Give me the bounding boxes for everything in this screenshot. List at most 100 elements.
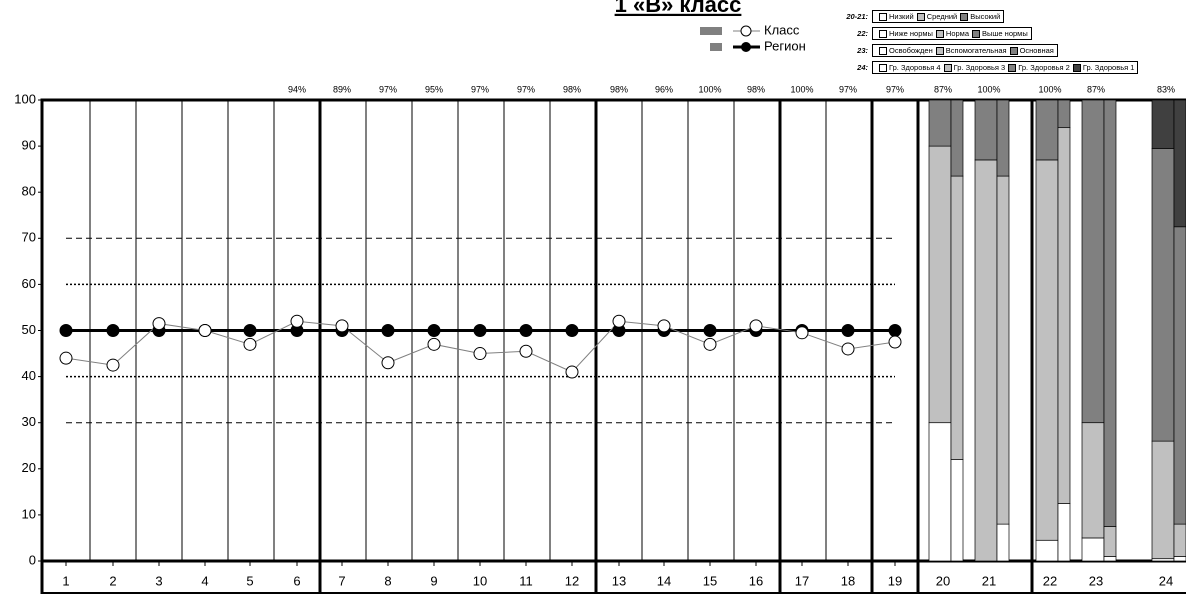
point — [888, 335, 902, 349]
legend-swatch — [879, 12, 887, 21]
legend-label: Высокий — [970, 12, 1001, 21]
point — [565, 365, 579, 379]
bar-segment — [950, 175, 964, 460]
top-label: 96% — [655, 84, 673, 94]
chart-title: 1 «В» класс — [615, 0, 742, 17]
point — [703, 324, 717, 337]
x-tick-label: 2 — [109, 573, 116, 588]
x-tick-label: 18 — [841, 573, 855, 588]
x-tick-label: 11 — [519, 573, 533, 588]
point — [519, 324, 533, 337]
top-label: 100% — [790, 84, 813, 94]
legend-row-label: 24: — [857, 63, 868, 72]
point — [290, 314, 304, 328]
legend-swatch — [1009, 46, 1018, 55]
x-tick-label: 1 — [62, 573, 69, 588]
top-label: 89% — [333, 84, 351, 94]
y-tick-label: 90 — [22, 138, 36, 153]
bar-segment — [928, 145, 952, 424]
legend-label: Ниже нормы — [889, 29, 933, 38]
legend-swatch — [700, 27, 722, 35]
y-tick-label: 10 — [22, 506, 36, 521]
top-label: 94% — [288, 84, 306, 94]
x-tick-label: 10 — [473, 573, 487, 588]
bar-segment — [974, 99, 998, 161]
legend-row: 22: Ниже нормы Норма Выше нормы — [830, 25, 1186, 42]
top-label: 100% — [698, 84, 721, 94]
bar-segment — [1173, 99, 1186, 228]
legend-label: Гр. Здоровья 1 — [1082, 63, 1135, 72]
x-tick-label: 16 — [749, 573, 763, 588]
bar-segment — [1035, 539, 1059, 562]
x-tick-label: 7 — [338, 573, 345, 588]
x-tick-label: 12 — [565, 573, 579, 588]
point — [381, 356, 395, 370]
bar-segment — [1173, 226, 1186, 525]
x-tick-label: 17 — [795, 573, 809, 588]
legend-label: Выше нормы — [982, 29, 1028, 38]
bar-segment — [1035, 159, 1059, 541]
top-label: 98% — [610, 84, 628, 94]
legend-swatch — [1072, 63, 1081, 72]
bar-segment — [1103, 99, 1117, 527]
y-tick-label: 80 — [22, 184, 36, 199]
x-tick-label: 9 — [430, 573, 437, 588]
point — [106, 324, 120, 337]
legend-swatch — [935, 29, 944, 38]
bar-segment — [1035, 99, 1059, 161]
top-label: 83% — [1157, 84, 1175, 94]
legend-label: Освобожден — [889, 46, 933, 55]
legend-box: Гр. Здоровья 4 Гр. Здоровья 3 Гр. Здоровья… — [872, 61, 1139, 74]
y-tick-label: 0 — [29, 552, 36, 567]
point — [841, 324, 855, 337]
bar-segment — [1151, 148, 1175, 442]
top-label: 87% — [934, 84, 952, 94]
legend-row: 20-21: Низкий Средний Высокий — [830, 8, 1186, 25]
legend-swatch — [710, 43, 722, 51]
bar-segment — [928, 422, 952, 562]
point — [703, 337, 717, 351]
top-label: 100% — [977, 84, 1000, 94]
x-tick-label: 21 — [982, 573, 996, 588]
point — [749, 319, 763, 333]
y-tick-label: 100 — [14, 91, 36, 106]
x-tick-label: 3 — [155, 573, 162, 588]
point — [335, 319, 349, 333]
bar-segment — [1057, 503, 1071, 562]
y-tick-label: 20 — [22, 460, 36, 475]
bar-segment — [1057, 99, 1071, 129]
bar-segment — [1151, 440, 1175, 560]
legend-swatch — [960, 12, 969, 21]
bar-segment — [950, 99, 964, 177]
y-tick-label: 60 — [22, 276, 36, 291]
point — [657, 319, 671, 333]
x-tick-label: 20 — [936, 573, 950, 588]
legend-row: 23: Освобожден Вспомогательная Основная — [830, 42, 1186, 59]
bar-legend: 20-21: Низкий Средний Высокий 22: Ниже нормы Н… — [830, 8, 1186, 76]
bar-segment — [974, 159, 998, 562]
bar-segment — [996, 523, 1010, 562]
bar-segment — [1103, 556, 1117, 562]
legend-swatch — [972, 29, 981, 38]
point — [565, 324, 579, 337]
legend-swatch — [943, 63, 952, 72]
legend-label: Вспомогательная — [945, 46, 1007, 55]
bar-segment — [1151, 99, 1175, 149]
legend-row-label: 23: — [857, 46, 868, 55]
point — [381, 324, 395, 337]
legend-label: Основная — [1019, 46, 1054, 55]
point — [152, 317, 166, 331]
point — [243, 324, 257, 337]
bar-segment — [996, 99, 1010, 177]
x-tick-label: 24 — [1159, 573, 1173, 588]
point — [198, 324, 212, 337]
x-tick-label: 8 — [384, 573, 391, 588]
bar-segment — [950, 459, 964, 562]
legend-swatch — [879, 46, 887, 55]
legend-swatch — [879, 63, 887, 72]
top-label: 97% — [379, 84, 397, 94]
bar-segment — [928, 99, 952, 147]
y-tick-label: 30 — [22, 414, 36, 429]
legend-box: Освобожден Вспомогательная Основная — [872, 44, 1058, 57]
